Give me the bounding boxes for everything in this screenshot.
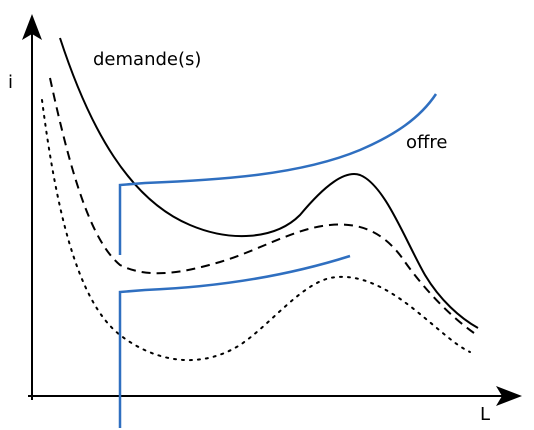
- demand-label: demande(s): [93, 49, 201, 70]
- demand-curve-dashed: [50, 78, 474, 333]
- demand-curve-solid: [60, 38, 478, 328]
- supply-curve-upper: [120, 94, 436, 255]
- x-axis-label: L: [480, 404, 490, 425]
- supply-label: offre: [406, 132, 448, 153]
- supply-curve-lower: [120, 256, 350, 428]
- y-axis-label: i: [8, 72, 13, 93]
